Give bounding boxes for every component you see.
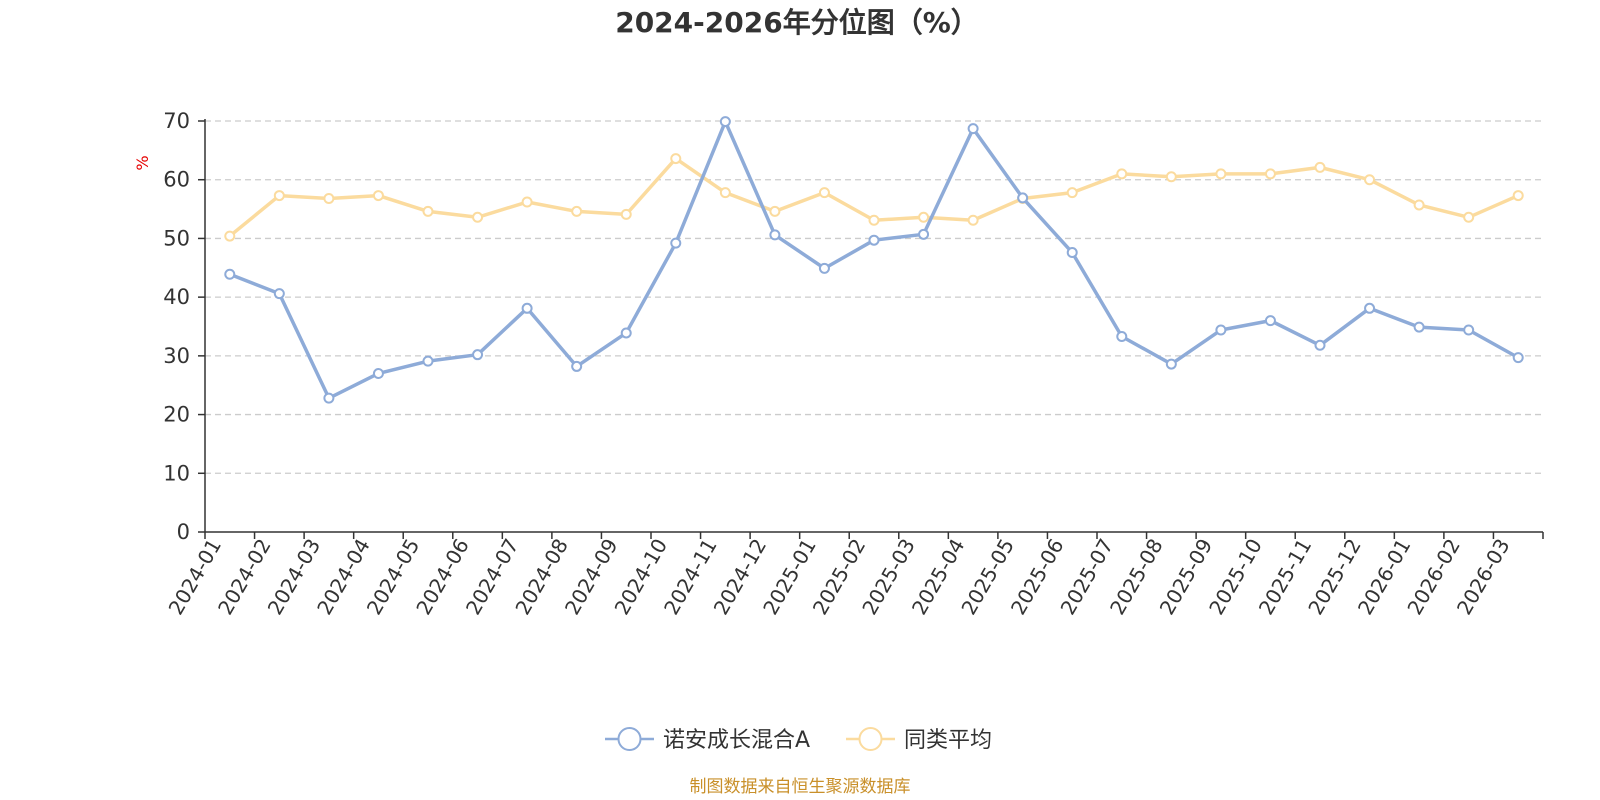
y-tick-label: 30 xyxy=(163,344,190,368)
y-tick-label: 10 xyxy=(163,461,190,485)
y-tick-label: 50 xyxy=(163,226,190,250)
data-point[interactable] xyxy=(372,190,384,202)
data-point[interactable] xyxy=(967,123,979,135)
data-point[interactable] xyxy=(472,349,484,361)
data-point[interactable] xyxy=(918,211,930,223)
data-point[interactable] xyxy=(1463,211,1475,223)
data-point[interactable] xyxy=(719,116,731,128)
grid-lines xyxy=(205,120,1543,474)
legend-label: 诺安成长混合A xyxy=(663,728,810,753)
legend-marker xyxy=(858,727,883,751)
data-point[interactable] xyxy=(818,262,830,274)
data-point[interactable] xyxy=(818,187,830,199)
data-point[interactable] xyxy=(620,327,632,339)
data-point[interactable] xyxy=(719,187,731,199)
data-point[interactable] xyxy=(273,190,285,202)
data-point[interactable] xyxy=(620,208,632,220)
legend-item[interactable]: 诺安成长混合A xyxy=(605,727,810,753)
data-point[interactable] xyxy=(521,302,533,314)
y-tick-label: 40 xyxy=(163,285,190,309)
data-point[interactable] xyxy=(1116,168,1128,180)
data-point[interactable] xyxy=(1512,352,1524,364)
data-point[interactable] xyxy=(1413,321,1425,333)
data-point[interactable] xyxy=(1165,171,1177,183)
data-point[interactable] xyxy=(1116,330,1128,342)
data-point[interactable] xyxy=(1314,161,1326,173)
data-point[interactable] xyxy=(472,211,484,223)
data-point[interactable] xyxy=(1066,247,1078,259)
legend-label: 同类平均 xyxy=(904,728,992,753)
y-tick-label: 60 xyxy=(163,168,190,192)
data-point[interactable] xyxy=(323,193,335,205)
data-point[interactable] xyxy=(372,367,384,379)
series-line xyxy=(229,119,1520,400)
data-point[interactable] xyxy=(571,360,583,372)
data-point[interactable] xyxy=(422,205,434,217)
data-point[interactable] xyxy=(224,230,236,242)
series-fund xyxy=(224,116,1524,404)
data-point[interactable] xyxy=(1165,358,1177,370)
data-point[interactable] xyxy=(967,214,979,226)
data-point[interactable] xyxy=(769,229,781,241)
y-tick-label: 20 xyxy=(163,403,190,427)
data-point[interactable] xyxy=(422,355,434,367)
data-point[interactable] xyxy=(670,237,682,249)
legend-item[interactable]: 同类平均 xyxy=(846,727,992,753)
data-point[interactable] xyxy=(918,228,930,240)
data-point[interactable] xyxy=(1364,302,1376,314)
data-point[interactable] xyxy=(1413,199,1425,211)
y-axis-label: % xyxy=(133,155,152,170)
legend[interactable]: 诺安成长混合A 同类平均 xyxy=(605,727,992,753)
data-point[interactable] xyxy=(521,196,533,208)
data-point[interactable] xyxy=(670,153,682,165)
data-point[interactable] xyxy=(1264,168,1276,180)
data-point[interactable] xyxy=(1264,315,1276,327)
data-point[interactable] xyxy=(1463,324,1475,336)
data-point[interactable] xyxy=(1215,168,1227,180)
axes: 0102030405060702024-012024-022024-032024… xyxy=(163,109,1544,619)
data-point[interactable] xyxy=(1017,192,1029,204)
data-point[interactable] xyxy=(1066,187,1078,199)
data-point[interactable] xyxy=(273,288,285,300)
data-point[interactable] xyxy=(1512,190,1524,202)
data-point[interactable] xyxy=(769,205,781,217)
data-source-note: 制图数据来自恒生聚源数据库 xyxy=(690,777,911,797)
chart-title: 2024-2026年分位图（%） xyxy=(615,6,979,39)
data-point[interactable] xyxy=(323,392,335,404)
data-point[interactable] xyxy=(1364,174,1376,186)
y-tick-label: 70 xyxy=(163,109,190,133)
legend-marker xyxy=(617,727,642,751)
data-point[interactable] xyxy=(868,234,880,246)
data-point[interactable] xyxy=(224,268,236,280)
series-group xyxy=(224,116,1524,404)
data-point[interactable] xyxy=(868,214,880,226)
data-point[interactable] xyxy=(1215,324,1227,336)
series-average xyxy=(224,153,1524,242)
data-point[interactable] xyxy=(571,205,583,217)
y-tick-label: 0 xyxy=(177,520,190,544)
data-point[interactable] xyxy=(1314,339,1326,351)
